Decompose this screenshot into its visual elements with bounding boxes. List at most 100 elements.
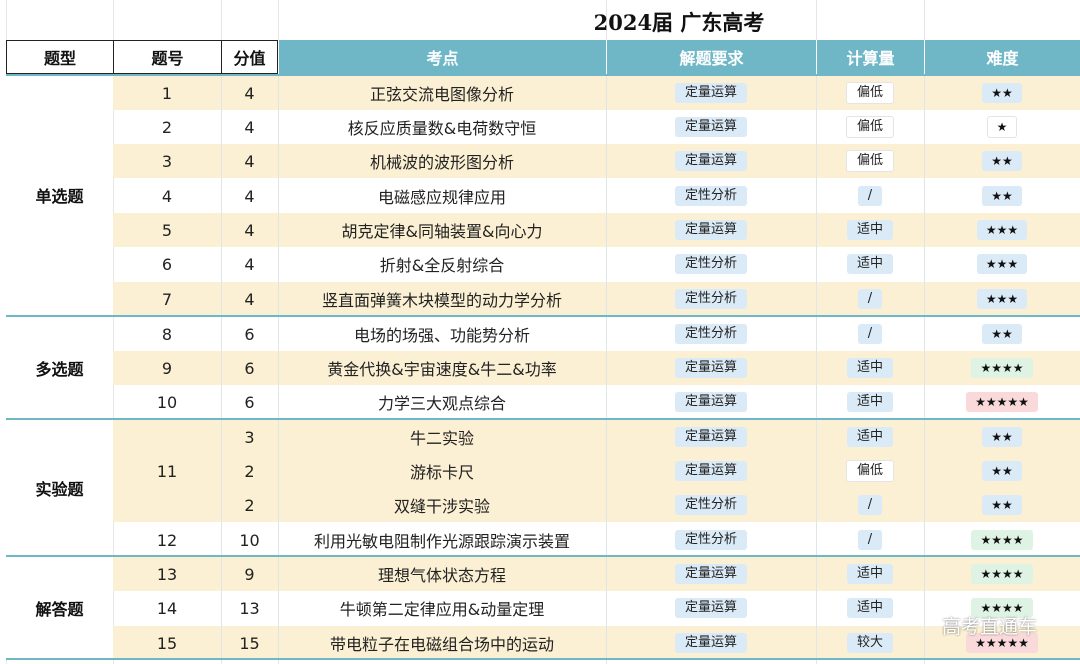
cell-score[interactable]: 15	[239, 633, 260, 653]
table-row[interactable]: 12 10 利用光敏电阻制作光源跟踪演示装置 定性分析 / ★★★★	[113, 523, 1080, 557]
cell-number[interactable]: 10	[156, 392, 178, 412]
cell-score[interactable]: 2	[244, 461, 255, 481]
cell-calc[interactable]: 偏低	[816, 110, 924, 144]
cell-topic[interactable]: 理想气体状态方程	[377, 566, 506, 585]
cell-topic[interactable]: 核反应质量数&电荷数守恒	[347, 119, 537, 138]
cell-difficulty[interactable]: ★★★★	[924, 557, 1080, 591]
cell-score[interactable]: 10	[239, 530, 260, 550]
cell-number[interactable]: 4	[161, 186, 173, 206]
cell-score[interactable]: 4	[244, 289, 255, 309]
header-number[interactable]: 题号	[113, 40, 221, 74]
category-experiment[interactable]: 实验题	[6, 420, 113, 555]
cell-difficulty[interactable]: ★★★★★	[924, 385, 1080, 419]
cell-topic[interactable]: 电场的场强、功能势分析	[353, 326, 530, 345]
category-multi-choice[interactable]: 多选题	[6, 317, 113, 418]
cell-number[interactable]: 2	[161, 117, 173, 137]
cell-topic[interactable]: 力学三大观点综合	[377, 394, 506, 413]
cell-number[interactable]: 13	[156, 564, 178, 584]
table-row[interactable]: 3 牛二实验 定量运算 适中 ★★	[113, 420, 1080, 454]
table-row[interactable]: 7 4 竖直面弹簧木块模型的动力学分析 定性分析 / ★★★	[113, 282, 1080, 316]
cell-difficulty[interactable]: ★★	[924, 76, 1080, 110]
cell-calc[interactable]: 适中	[816, 213, 924, 247]
cell-topic[interactable]: 电磁感应规律应用	[377, 188, 506, 207]
cell-requirement[interactable]: 定性分析	[606, 523, 816, 557]
cell-requirement[interactable]: 定量运算	[606, 385, 816, 419]
table-row[interactable]: 6 4 折射&全反射综合 定性分析 适中 ★★★	[113, 247, 1080, 281]
cell-difficulty[interactable]: ★★★★	[924, 351, 1080, 385]
cell-topic[interactable]: 机械波的波形图分析	[369, 153, 514, 172]
cell-topic[interactable]: 双缝干涉实验	[393, 497, 490, 516]
cell-score[interactable]: 6	[244, 324, 255, 344]
cell-requirement[interactable]: 定量运算	[606, 591, 816, 625]
cell-difficulty[interactable]: ★★	[924, 454, 1080, 488]
table-row[interactable]: 2 双缝干涉实验 定性分析 / ★★	[113, 488, 1080, 522]
header-type[interactable]: 题型	[6, 40, 113, 74]
cell-requirement[interactable]: 定量运算	[606, 454, 816, 488]
cell-requirement[interactable]: 定性分析	[606, 488, 816, 522]
cell-score[interactable]: 6	[244, 358, 255, 378]
cell-score[interactable]: 6	[244, 392, 255, 412]
cell-score[interactable]: 4	[244, 186, 255, 206]
cell-requirement[interactable]: 定量运算	[606, 76, 816, 110]
cell-score[interactable]: 4	[244, 83, 255, 103]
cell-number[interactable]: 14	[156, 598, 178, 618]
cell-topic[interactable]: 牛二实验	[409, 429, 474, 448]
cell-number[interactable]: 1	[161, 83, 173, 103]
table-row[interactable]: 5 4 胡克定律&同轴装置&向心力 定量运算 适中 ★★★	[113, 213, 1080, 247]
table-row[interactable]: 14 13 牛顿第二定律应用&动量定理 定量运算 适中 ★★★★	[113, 591, 1080, 625]
cell-calc[interactable]: 偏低	[816, 76, 924, 110]
cell-calc[interactable]: 适中	[816, 247, 924, 281]
cell-topic[interactable]: 游标卡尺	[409, 463, 474, 482]
cell-difficulty[interactable]: ★★★	[924, 282, 1080, 316]
cell-score[interactable]: 4	[244, 220, 255, 240]
table-row[interactable]: 15 15 带电粒子在电磁组合场中的运动 定量运算 较大 ★★★★★	[113, 626, 1080, 660]
cell-number[interactable]: 8	[161, 324, 173, 344]
cell-requirement[interactable]: 定量运算	[606, 420, 816, 454]
cell-requirement[interactable]: 定性分析	[606, 247, 816, 281]
cell-score[interactable]: 4	[244, 151, 255, 171]
cell-calc[interactable]: /	[816, 488, 924, 522]
cell-calc[interactable]: 较大	[816, 626, 924, 660]
cell-number[interactable]: 7	[161, 289, 173, 309]
cell-number[interactable]: 9	[161, 358, 173, 378]
cell-calc[interactable]: /	[816, 317, 924, 351]
table-row[interactable]: 4 4 电磁感应规律应用 定性分析 / ★★	[113, 179, 1080, 213]
cell-calc[interactable]: 偏低	[816, 454, 924, 488]
cell-score[interactable]: 9	[244, 564, 255, 584]
cell-number[interactable]: 15	[156, 633, 178, 653]
cell-requirement[interactable]: 定性分析	[606, 179, 816, 213]
cell-difficulty[interactable]: ★★★★	[924, 591, 1080, 625]
cell-number-merged[interactable]: 11	[113, 420, 221, 522]
cell-calc[interactable]: 适中	[816, 351, 924, 385]
table-row[interactable]: 3 4 机械波的波形图分析 定量运算 偏低 ★★	[113, 144, 1080, 178]
cell-difficulty[interactable]: ★★	[924, 420, 1080, 454]
header-requirement[interactable]: 解题要求	[606, 40, 816, 74]
table-row[interactable]: 10 6 力学三大观点综合 定量运算 适中 ★★★★★	[113, 385, 1080, 419]
header-difficulty[interactable]: 难度	[924, 40, 1080, 74]
cell-score[interactable]: 4	[244, 254, 255, 274]
cell-requirement[interactable]: 定量运算	[606, 557, 816, 591]
cell-calc[interactable]: 适中	[816, 420, 924, 454]
cell-requirement[interactable]: 定性分析	[606, 282, 816, 316]
cell-topic[interactable]: 牛顿第二定律应用&动量定理	[339, 600, 545, 619]
cell-topic[interactable]: 胡克定律&同轴装置&向心力	[341, 222, 543, 241]
cell-score[interactable]: 4	[244, 117, 255, 137]
cell-score[interactable]: 3	[244, 427, 255, 447]
header-topic[interactable]: 考点	[278, 40, 606, 74]
cell-difficulty[interactable]: ★★	[924, 144, 1080, 178]
cell-difficulty[interactable]: ★★★	[924, 213, 1080, 247]
cell-requirement[interactable]: 定量运算	[606, 213, 816, 247]
category-single-choice[interactable]: 单选题	[6, 75, 113, 315]
cell-topic[interactable]: 竖直面弹簧木块模型的动力学分析	[321, 291, 562, 310]
cell-number[interactable]: 3	[161, 151, 173, 171]
table-row[interactable]: 13 9 理想气体状态方程 定量运算 适中 ★★★★	[113, 557, 1080, 591]
table-row[interactable]: 8 6 电场的场强、功能势分析 定性分析 / ★★	[113, 317, 1080, 351]
cell-score[interactable]: 13	[239, 598, 260, 618]
cell-requirement[interactable]: 定性分析	[606, 317, 816, 351]
cell-topic[interactable]: 带电粒子在电磁组合场中的运动	[329, 635, 554, 654]
cell-calc[interactable]: /	[816, 179, 924, 213]
header-calc[interactable]: 计算量	[816, 40, 924, 74]
table-row[interactable]: 1 4 正弦交流电图像分析 定量运算 偏低 ★★	[113, 76, 1080, 110]
cell-difficulty[interactable]: ★	[924, 110, 1080, 144]
cell-score[interactable]: 2	[244, 495, 255, 515]
